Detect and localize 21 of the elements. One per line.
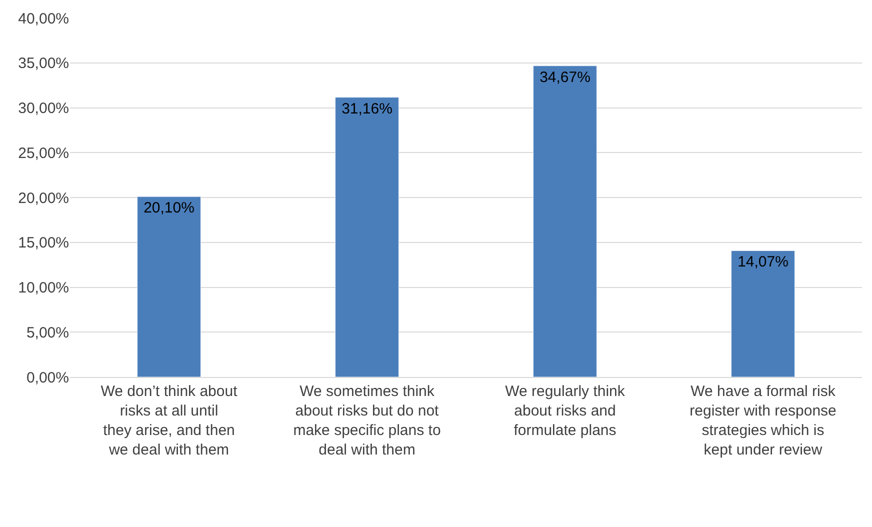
data-label: 20,10%: [144, 200, 194, 217]
data-label: 31,16%: [342, 100, 392, 118]
data-label: 34,67%: [540, 68, 590, 86]
x-tick-label: We have a formal risk register with response strategies which is kept under review: [690, 383, 836, 458]
x-tick-label: We regularly think about risks and formulate plans: [505, 383, 626, 439]
bar: [137, 196, 201, 377]
y-tick-label: 15,00%: [18, 234, 69, 252]
data-label: 14,07%: [738, 254, 788, 271]
y-tick-label: 30,00%: [18, 100, 69, 117]
x-tick-label: We don’t think about risks at all until they arise, and then we deal with them: [100, 383, 238, 458]
y-tick-label: 5,00%: [26, 324, 69, 342]
y-tick-label: 25,00%: [18, 144, 69, 162]
y-tick-label: 40,00%: [18, 10, 69, 28]
y-tick-label: 0,00%: [26, 369, 69, 386]
bar: [335, 97, 399, 377]
bar: [533, 66, 597, 377]
bar: [731, 250, 795, 377]
y-tick-label: 10,00%: [18, 280, 69, 296]
y-tick-label: 35,00%: [18, 55, 69, 72]
y-tick-label: 20,00%: [18, 190, 69, 207]
x-tick-label: We sometimes think about risks but do not make specific plans to deal with them: [293, 383, 441, 458]
